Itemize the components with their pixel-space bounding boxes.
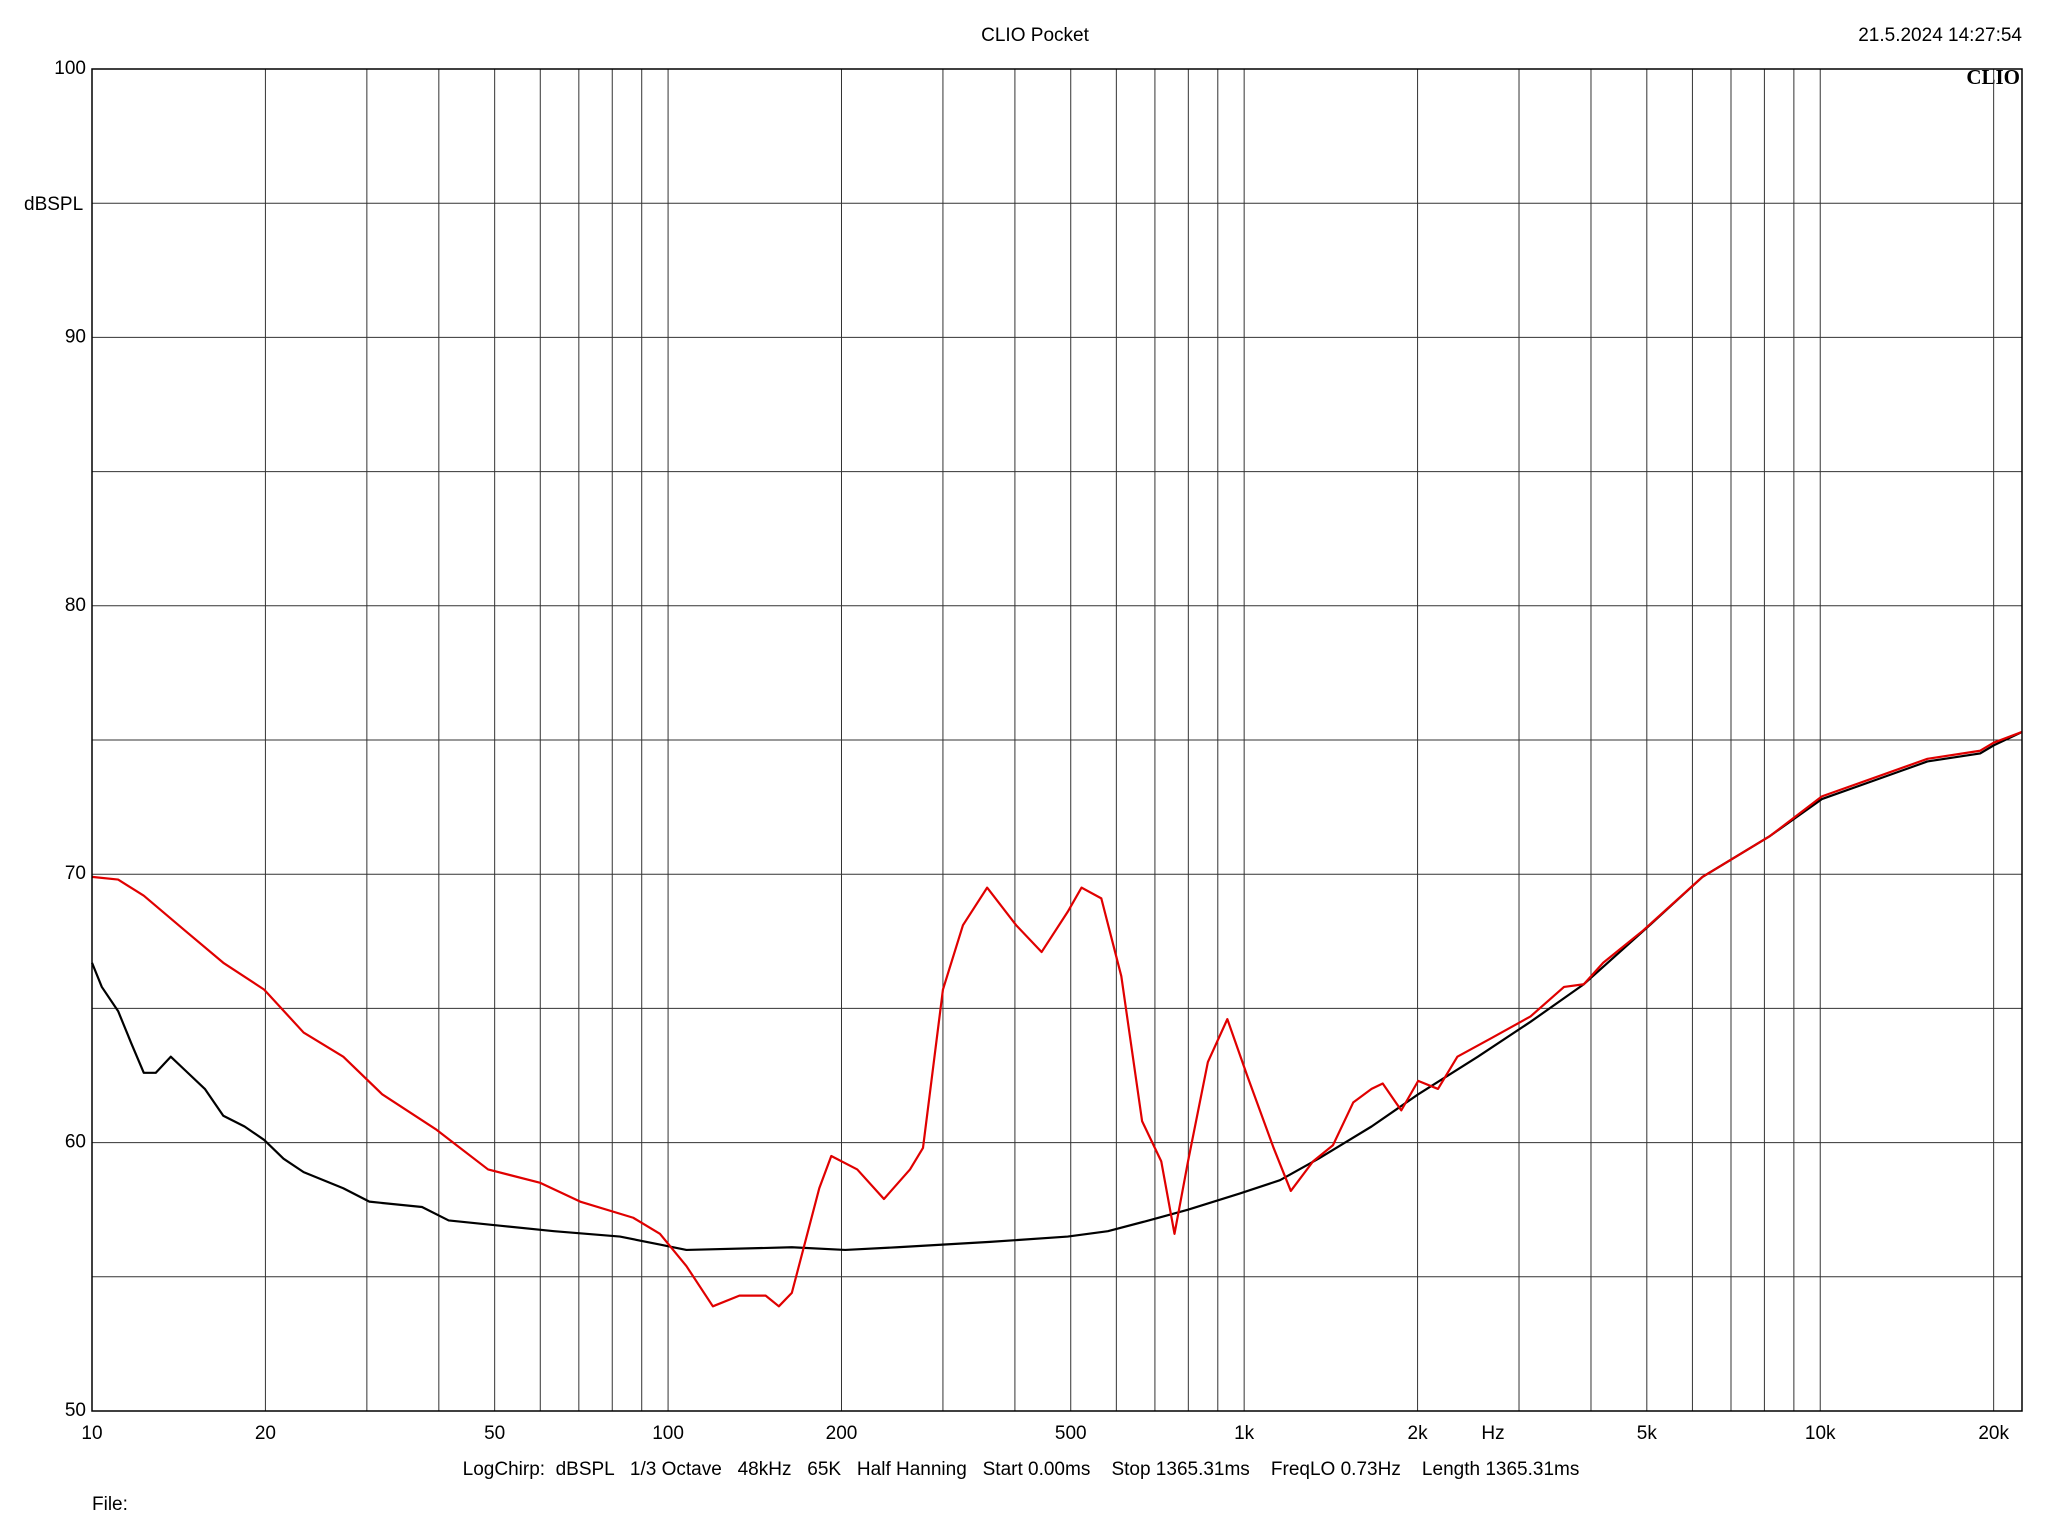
x-tick-label: 1k	[1234, 1423, 1255, 1444]
x-tick-label: 20k	[1978, 1423, 2009, 1444]
x-tick-label: 200	[826, 1423, 858, 1444]
series-line	[91, 730, 2023, 1308]
chart-title: CLIO Pocket	[981, 25, 1089, 46]
x-tick-label: 500	[1055, 1423, 1087, 1444]
grid	[91, 68, 2022, 1412]
timestamp: 21.5.2024 14:27:54	[1858, 25, 2022, 46]
plot-area	[90, 730, 2023, 1308]
x-tick-label: 50	[484, 1423, 505, 1444]
footer: File:	[92, 1494, 128, 1515]
x-tick-label: 100	[652, 1423, 684, 1444]
x-axis-label: Hz	[1481, 1423, 1504, 1444]
plot-frame	[91, 68, 2023, 1412]
x-tick-label: 2k	[1408, 1423, 1429, 1444]
y-tick-label: 80	[65, 595, 86, 616]
x-tick-label: 20	[255, 1423, 276, 1444]
y-tick-label: 70	[65, 863, 86, 884]
x-tick-label: 10k	[1805, 1423, 1836, 1444]
y-tick-label: 90	[65, 326, 86, 347]
info-line: LogChirp: dBSPL 1/3 Octave 48kHz 65K Hal…	[463, 1459, 1580, 1480]
x-tick-label: 5k	[1637, 1423, 1658, 1444]
y-tick-label: 50	[65, 1400, 86, 1421]
y-tick-label: 100	[54, 58, 86, 79]
x-tick-label: 10	[81, 1423, 102, 1444]
y-tick-label: 60	[65, 1132, 86, 1153]
y-axis-label: dBSPL	[24, 194, 83, 215]
